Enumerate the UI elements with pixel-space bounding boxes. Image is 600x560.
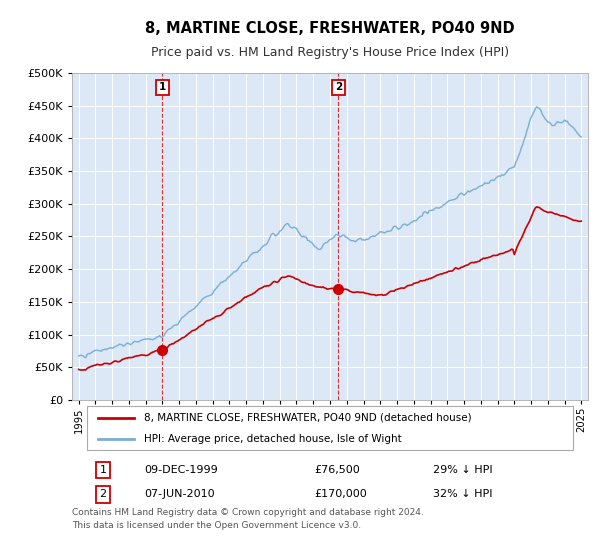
FancyBboxPatch shape [88, 407, 572, 450]
Text: Price paid vs. HM Land Registry's House Price Index (HPI): Price paid vs. HM Land Registry's House … [151, 46, 509, 59]
Text: 09-DEC-1999: 09-DEC-1999 [144, 465, 218, 475]
Text: 1: 1 [100, 465, 106, 475]
Text: £170,000: £170,000 [314, 489, 367, 500]
Text: 8, MARTINE CLOSE, FRESHWATER, PO40 9ND (detached house): 8, MARTINE CLOSE, FRESHWATER, PO40 9ND (… [144, 413, 472, 423]
Text: 1: 1 [159, 82, 166, 92]
Text: 8, MARTINE CLOSE, FRESHWATER, PO40 9ND: 8, MARTINE CLOSE, FRESHWATER, PO40 9ND [145, 21, 515, 36]
Text: 2: 2 [100, 489, 107, 500]
Text: HPI: Average price, detached house, Isle of Wight: HPI: Average price, detached house, Isle… [144, 434, 402, 444]
Text: 29% ↓ HPI: 29% ↓ HPI [433, 465, 493, 475]
Text: 07-JUN-2010: 07-JUN-2010 [144, 489, 215, 500]
Text: 32% ↓ HPI: 32% ↓ HPI [433, 489, 493, 500]
Text: 2: 2 [335, 82, 342, 92]
Text: Contains HM Land Registry data © Crown copyright and database right 2024.
This d: Contains HM Land Registry data © Crown c… [72, 508, 424, 530]
Text: £76,500: £76,500 [314, 465, 360, 475]
